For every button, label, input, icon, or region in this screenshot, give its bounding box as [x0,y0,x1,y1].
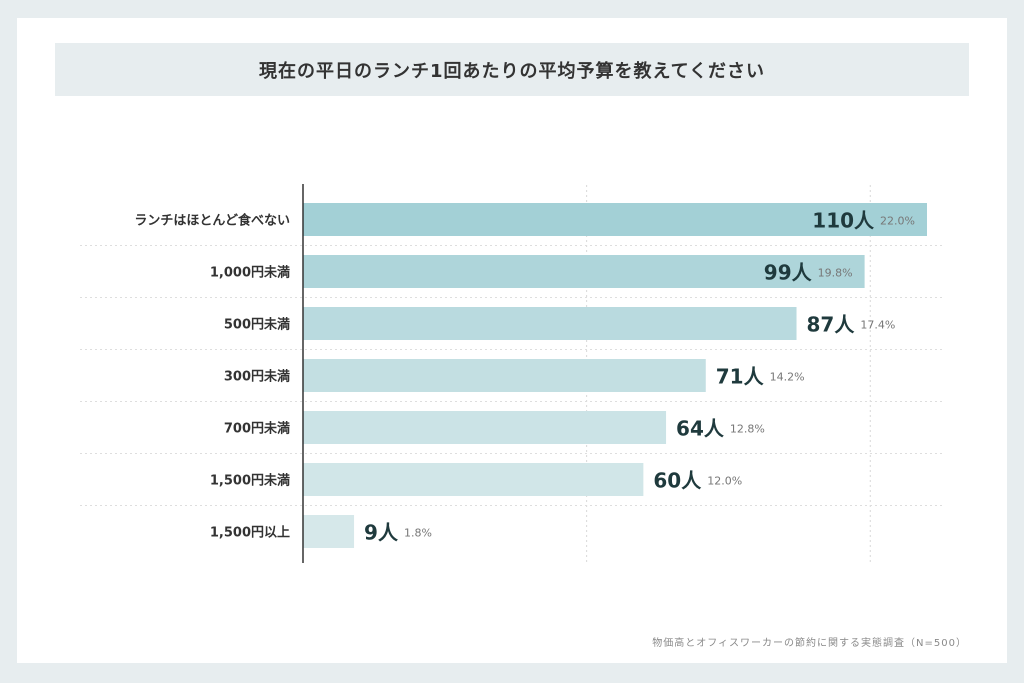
bar [303,307,797,340]
category-label: 500円未満 [224,317,290,333]
bar [303,203,927,236]
bar [303,411,667,444]
category-label: ランチはほとんど食べない [134,213,290,229]
category-label: 1,000円未満 [210,265,290,281]
source-note: 物価高とオフィスワーカーの節約に関する実態調査（N=500） [652,638,967,649]
category-label: 1,500円未満 [210,473,290,489]
count-label: 99人 [764,261,813,285]
chart-title: 現在の平日のランチ1回あたりの平均予算を教えてください [55,43,969,96]
bar [303,463,644,496]
bar [303,515,355,548]
percent-label: 1.8% [404,527,432,540]
category-label: 1,500円以上 [210,526,290,541]
count-label: 87人 [807,313,856,337]
bar [303,359,706,392]
percent-label: 17.4% [860,319,895,332]
chart-card: 現在の平日のランチ1回あたりの平均予算を教えてください 物価高とオフィスワーカー… [17,18,1007,663]
category-label: 300円未満 [224,369,290,385]
count-label: 60人 [653,469,702,493]
count-label: 71人 [716,365,765,389]
percent-label: 12.8% [730,423,765,436]
percent-label: 14.2% [770,371,805,384]
count-label: 9人 [364,521,399,545]
percent-label: 12.0% [707,475,742,488]
count-label: 64人 [676,417,725,441]
percent-label: 19.8% [818,267,853,280]
bar [303,255,865,288]
count-label: 110人 [812,209,875,233]
category-label: 700円未満 [224,421,290,437]
percent-label: 22.0% [880,215,915,228]
